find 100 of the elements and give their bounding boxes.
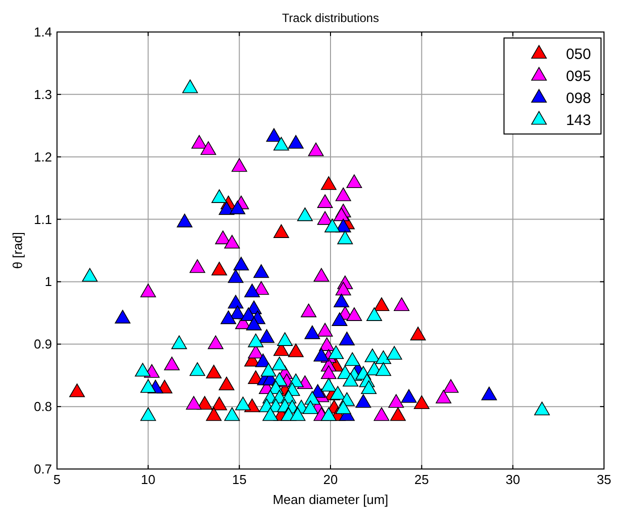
point <box>224 407 240 421</box>
point <box>394 297 410 311</box>
point <box>215 230 231 244</box>
point <box>186 396 202 410</box>
point <box>228 269 244 283</box>
point <box>211 189 228 203</box>
point <box>317 322 333 337</box>
point <box>272 356 288 370</box>
point <box>410 326 426 340</box>
point <box>191 135 208 149</box>
point <box>235 396 251 410</box>
point <box>376 350 392 364</box>
point <box>211 262 228 276</box>
point <box>211 396 228 410</box>
point <box>436 390 452 404</box>
point <box>319 337 335 351</box>
point <box>140 379 156 393</box>
point <box>386 346 402 360</box>
point <box>114 310 130 324</box>
point <box>390 407 406 421</box>
point <box>320 176 336 190</box>
point <box>297 207 313 222</box>
point <box>224 234 240 249</box>
x-axis-title: Mean diameter [um] <box>272 492 388 507</box>
y-tick-label: 0.9 <box>34 336 52 352</box>
point <box>314 348 330 362</box>
legend-label: 050 <box>566 46 591 63</box>
point <box>366 307 382 321</box>
point <box>206 407 222 421</box>
point <box>288 344 304 358</box>
legend-label: 098 <box>566 90 591 107</box>
y-tick-label: 0.8 <box>34 399 52 414</box>
point <box>328 345 344 360</box>
legend-label: 143 <box>566 112 591 129</box>
point <box>320 378 336 392</box>
point <box>140 284 156 298</box>
point <box>164 356 180 370</box>
point <box>182 79 198 94</box>
point <box>374 297 390 311</box>
point <box>376 362 392 376</box>
point <box>290 407 306 421</box>
point <box>304 325 320 340</box>
point <box>190 259 206 273</box>
point <box>277 332 293 346</box>
point <box>335 187 352 202</box>
point <box>266 128 282 142</box>
x-tick-label: 20 <box>323 472 338 487</box>
point <box>200 141 216 155</box>
point <box>190 362 206 376</box>
x-tick-label: 10 <box>140 472 156 487</box>
point <box>246 316 262 330</box>
point <box>228 294 244 308</box>
y-axis-title: θ [rad] <box>10 232 25 269</box>
point <box>82 268 98 282</box>
point <box>288 135 304 149</box>
y-tick-label: 0.7 <box>34 462 52 476</box>
x-tick-label: 30 <box>506 472 520 487</box>
point <box>206 364 222 378</box>
chart-title: Track distributions <box>282 11 379 25</box>
legend-label: 095 <box>566 68 591 85</box>
y-tick-label: 1.4 <box>34 24 52 40</box>
point <box>230 200 246 214</box>
point <box>335 400 352 414</box>
point <box>337 230 353 244</box>
point <box>273 136 290 151</box>
point <box>339 332 355 346</box>
x-tick-label: 25 <box>414 472 429 487</box>
point <box>218 201 234 215</box>
point <box>302 400 318 414</box>
point <box>356 394 372 408</box>
point <box>334 294 350 308</box>
x-tick-label: 5 <box>53 472 61 487</box>
y-tick-label: 1.3 <box>34 86 52 102</box>
point <box>443 379 459 393</box>
point <box>233 256 249 270</box>
point <box>260 362 276 377</box>
point <box>300 304 316 318</box>
point <box>134 362 151 377</box>
x-tick-label: 15 <box>232 472 247 487</box>
point <box>388 394 404 408</box>
point <box>320 407 336 421</box>
point <box>69 384 85 398</box>
point <box>314 268 330 282</box>
point <box>317 211 333 225</box>
point <box>253 264 270 278</box>
point <box>248 334 264 348</box>
point <box>171 335 187 350</box>
point <box>374 407 390 421</box>
point <box>258 329 274 343</box>
point <box>344 352 360 366</box>
point <box>208 335 224 350</box>
point <box>364 348 380 362</box>
point <box>334 207 350 222</box>
point <box>414 395 430 409</box>
point <box>232 158 248 172</box>
y-tick-label: 1 <box>44 274 52 290</box>
point <box>320 365 336 380</box>
x-tick-label: 35 <box>596 472 612 487</box>
point <box>220 310 236 324</box>
point <box>317 194 333 208</box>
